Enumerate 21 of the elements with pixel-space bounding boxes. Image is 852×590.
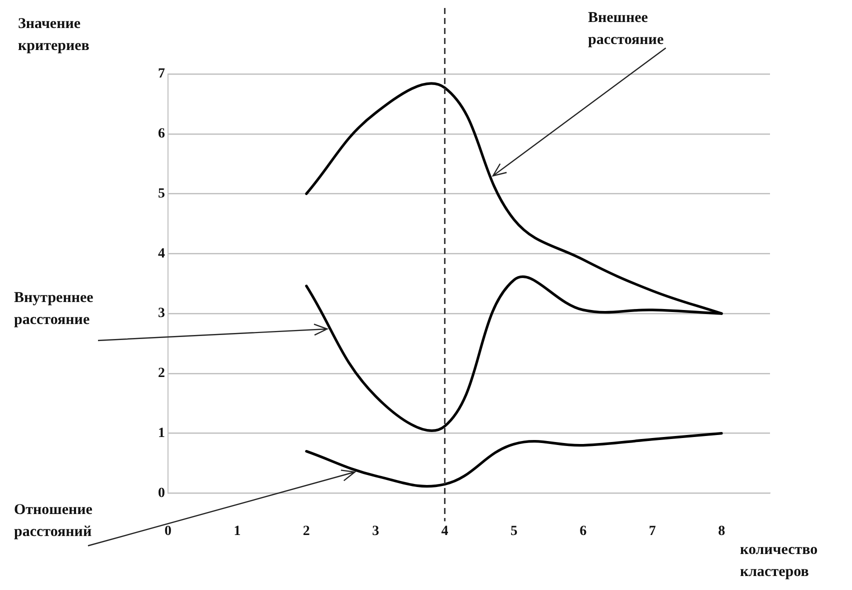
annotation: Внешнее расстояние (588, 9, 665, 50)
annotation: Отношение расстояний (14, 501, 94, 542)
x-axis-title: количество кластеров (740, 541, 819, 582)
x-tick-label: 4 (441, 524, 448, 540)
annotation: Внутреннее расстояние (14, 289, 94, 330)
x-tick-label: 3 (372, 524, 380, 540)
y-tick-label: 3 (158, 306, 165, 322)
x-tick-label: 8 (718, 524, 726, 540)
x-tick-label: 5 (510, 524, 518, 540)
y-tick-label: 2 (158, 366, 165, 382)
y-tick-label: 0 (158, 486, 165, 501)
x-tick-label: 1 (234, 524, 241, 540)
x-tick-label: 2 (302, 524, 310, 540)
y-tick-label: 5 (158, 186, 165, 202)
x-tick-label: 7 (648, 524, 656, 540)
y-tick-label: 7 (158, 66, 165, 82)
y-axis-title: Значение критериев (18, 15, 90, 56)
y-tick-label: 4 (158, 246, 165, 262)
y-tick-label: 6 (158, 126, 165, 142)
x-tick-label: 6 (580, 524, 587, 540)
y-tick-label: 1 (158, 426, 165, 441)
